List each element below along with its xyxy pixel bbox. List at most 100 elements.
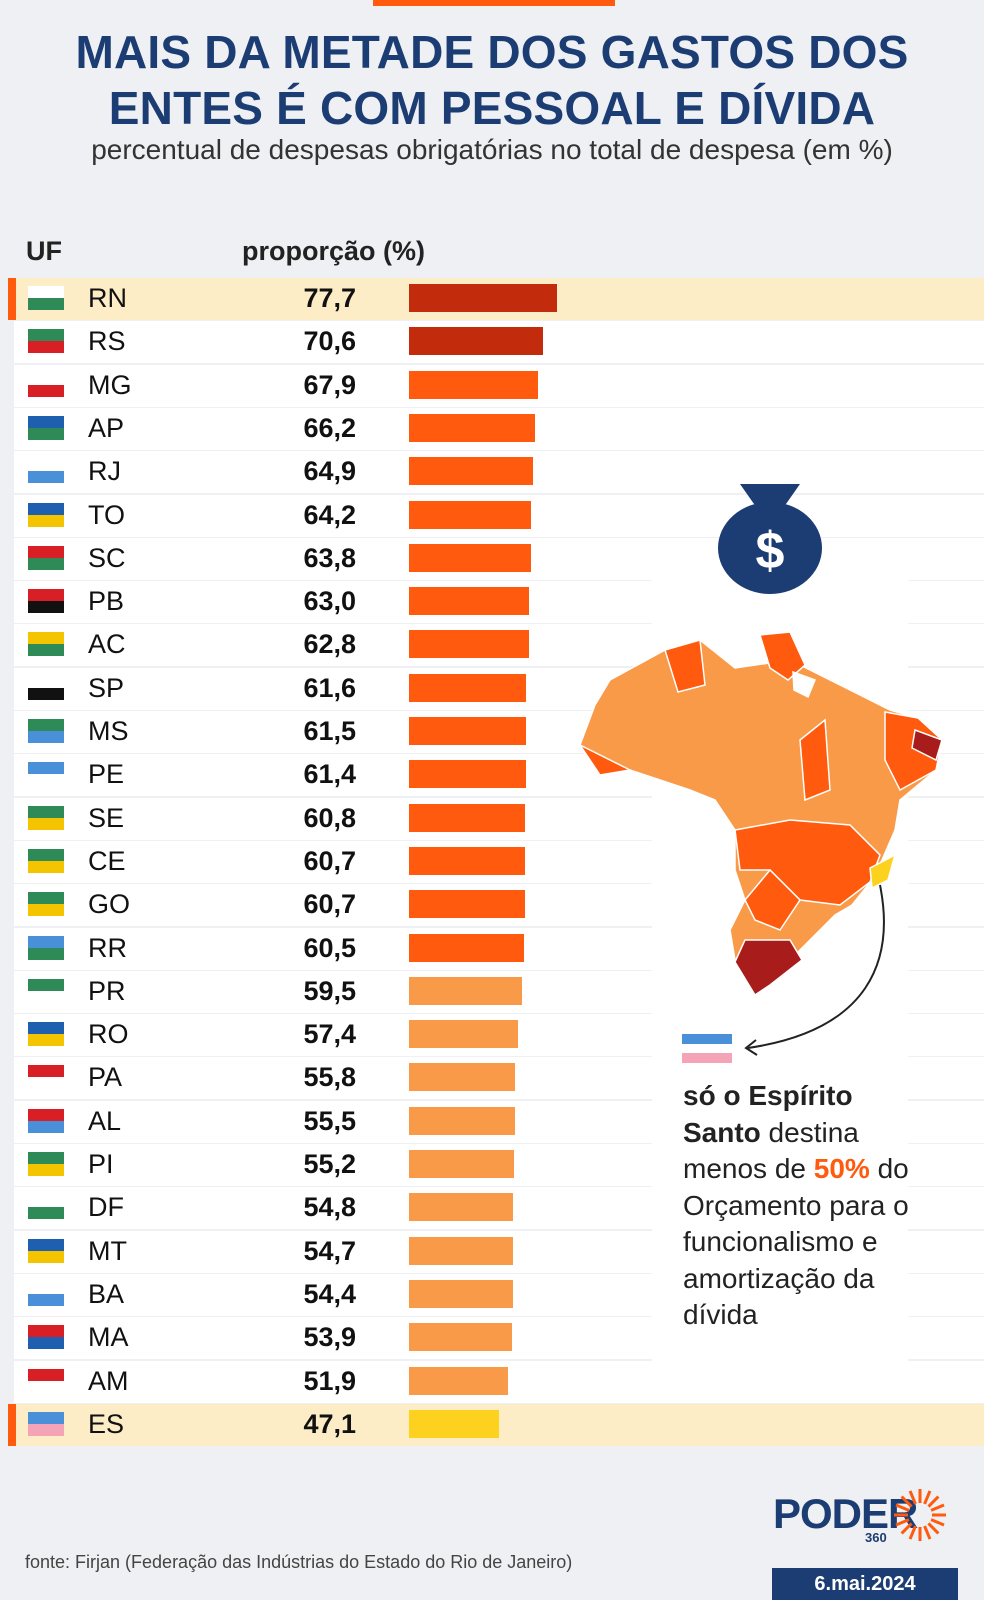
state-flag-icon (28, 1065, 64, 1090)
title-line-1: MAIS DA METADE DOS GASTOS DOS (75, 26, 909, 78)
data-label-value: 55,5 (303, 1105, 356, 1136)
bar (409, 500, 532, 529)
bar (409, 327, 544, 356)
state-flag-icon (28, 1195, 64, 1220)
state-flag-icon (28, 329, 64, 354)
tick-label-uf: MT (88, 1235, 127, 1266)
tick-label-uf: SC (88, 542, 126, 573)
bar (409, 1063, 516, 1092)
tick-label-uf: BA (88, 1278, 125, 1309)
tick-label-uf: RJ (88, 456, 121, 487)
data-label-value: 63,8 (303, 542, 356, 573)
state-flag-icon (28, 545, 64, 570)
callout-bold: só o Espírito Santo (683, 1080, 853, 1148)
bar (409, 933, 525, 962)
tick-label-uf: MA (88, 1322, 129, 1353)
tick-label-uf: ES (88, 1408, 125, 1439)
bar (409, 760, 526, 789)
bar (409, 1020, 519, 1049)
bar (409, 457, 533, 486)
state-flag-icon (28, 1411, 64, 1436)
bag-dollar-sign: $ (756, 522, 785, 580)
data-label-value: 53,9 (303, 1322, 356, 1353)
data-label-value: 61,6 (303, 672, 356, 703)
state-flag-icon (28, 502, 64, 527)
state-flag-icon (28, 892, 64, 917)
state-flag-icon (28, 978, 64, 1003)
state-flag-icon (28, 1325, 64, 1350)
data-label-value: 55,8 (303, 1062, 356, 1093)
data-label-value: 61,4 (303, 759, 356, 790)
bar (409, 673, 527, 702)
highlight-marker (8, 1403, 16, 1446)
data-label-value: 51,9 (303, 1365, 356, 1396)
bar (409, 1279, 513, 1308)
callout-mid: destina menos de (683, 1116, 859, 1185)
data-label-value: 63,0 (303, 586, 356, 617)
state-flag-icon (28, 848, 64, 873)
table-row: AP 66,2 (14, 407, 984, 450)
tick-label-uf: TO (88, 499, 126, 530)
source-note: fonte: Firjan (Federação das Indústrias … (25, 1552, 573, 1572)
data-label-value: 47,1 (303, 1408, 356, 1439)
state-flag-icon (28, 1022, 64, 1047)
callout-pct: 50% (813, 1153, 870, 1184)
tick-label-uf: AP (88, 412, 125, 443)
table-row: RS 70,6 (14, 321, 984, 364)
state-flag-icon (28, 1152, 64, 1176)
tick-label-uf: SP (88, 672, 125, 703)
highlight-marker (8, 278, 16, 320)
data-label-value: 70,6 (303, 326, 356, 357)
bar (409, 1106, 515, 1135)
callout-arrowhead (744, 1039, 758, 1056)
data-label-value: 59,5 (303, 975, 356, 1006)
bar (409, 803, 525, 832)
tick-label-uf: SE (88, 802, 125, 833)
brazil-map (577, 631, 943, 997)
tick-label-uf: MS (88, 716, 129, 746)
callout-arrow (747, 884, 885, 1049)
logo-number: 360 (865, 1530, 887, 1545)
data-label-value: 54,7 (303, 1235, 356, 1266)
bar (409, 630, 529, 659)
state-flag-icon (28, 719, 64, 743)
table-row: RJ 64,9 (14, 451, 984, 494)
state-flag-icon (28, 286, 64, 310)
bar (409, 1366, 508, 1395)
tick-label-uf: PA (88, 1062, 123, 1093)
data-label-value: 67,9 (303, 369, 356, 400)
bar (409, 1409, 499, 1438)
bar (409, 1193, 514, 1222)
bar (409, 587, 529, 616)
data-label-value: 62,8 (303, 629, 356, 660)
bar (409, 890, 525, 919)
tick-label-uf: DF (88, 1192, 124, 1223)
tick-label-uf: PI (88, 1149, 114, 1179)
state-flag-icon (28, 675, 64, 700)
bar (409, 284, 557, 312)
state-flag-icon (28, 1368, 64, 1393)
tick-label-uf: PR (88, 975, 126, 1006)
tick-label-uf: RS (88, 326, 126, 357)
tick-label-uf: PE (88, 759, 125, 790)
bar (409, 976, 523, 1005)
data-label-value: 77,7 (303, 283, 356, 313)
state-flag-icon (28, 1238, 64, 1263)
state-flag-icon (28, 1281, 64, 1306)
chart-subtitle: percentual de despesas obrigatórias no t… (91, 134, 893, 165)
state-flag-icon (28, 459, 64, 484)
tick-label-uf: RR (88, 932, 127, 963)
table-row: RN 77,7 (8, 278, 984, 320)
data-label-value: 60,8 (303, 802, 356, 833)
state-flag-icon (28, 589, 64, 614)
title-line-2: ENTES É COM PESSOAL E DÍVIDA (108, 82, 876, 134)
bar (409, 413, 536, 442)
state-flag-icon (28, 805, 64, 830)
tick-label-uf: PB (88, 586, 125, 617)
table-row: TO 64,2 (14, 494, 984, 537)
callout-rest: do Orçamento para o funcionalismo e amor… (683, 1153, 909, 1330)
column-header-uf: UF (26, 236, 62, 266)
table-row: MG 67,9 (14, 364, 984, 407)
es-flag-icon (682, 1034, 732, 1063)
